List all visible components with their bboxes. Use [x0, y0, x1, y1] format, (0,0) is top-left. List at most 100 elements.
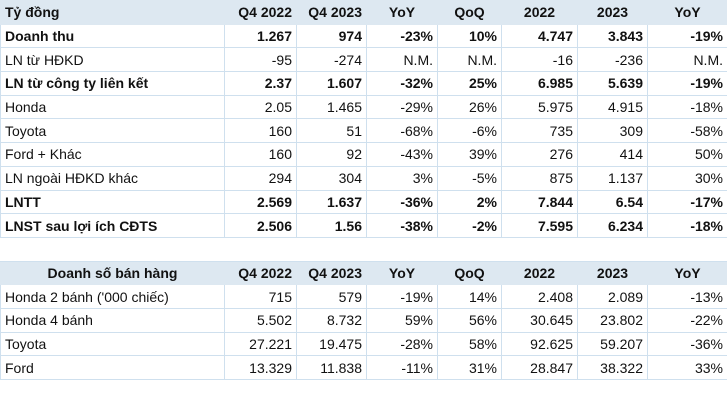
table-cell: 26% [437, 94, 502, 120]
table-cell: 2.408 [501, 284, 578, 309]
table-cell: 56% [437, 307, 502, 333]
table-cell: 38.322 [577, 355, 648, 380]
header-cell: Tỷ đồng [0, 0, 225, 25]
table-cell: 414 [577, 142, 648, 167]
table-cell: 160 [224, 142, 297, 167]
table-cell: 1.267 [224, 23, 297, 49]
table-cell: 735 [501, 118, 578, 144]
table-cell: -18% [647, 213, 727, 238]
table-cell: 30% [647, 165, 727, 191]
profit-header-row: Tỷ đồng Q4 2022 Q4 2023 YoY QoQ 2022 202… [0, 0, 727, 25]
row-label: Ford + Khác [0, 142, 225, 167]
table-cell: 58% [437, 331, 502, 357]
header-cell: QoQ [437, 260, 502, 286]
table-cell: -11% [366, 355, 438, 380]
table-cell: 3% [366, 165, 438, 191]
table-cell: 10% [437, 23, 502, 49]
table-cell: 1.137 [577, 165, 648, 191]
table-cell: -36% [647, 331, 727, 357]
table-cell: 5.639 [577, 71, 648, 96]
table-cell: -18% [647, 94, 727, 120]
table-cell: 5.975 [501, 94, 578, 120]
table-cell: N.M. [647, 47, 727, 73]
table-cell: -58% [647, 118, 727, 144]
header-cell: Q4 2023 [296, 260, 367, 286]
header-cell: Doanh số bán hàng [0, 260, 225, 286]
table-cell: 25% [437, 71, 502, 96]
table-cell: 7.595 [501, 213, 578, 238]
table-cell: 6.985 [501, 71, 578, 96]
row-label: LNST sau lợi ích CĐTS [0, 213, 225, 238]
table-row: Toyota 27.221 19.475 -28% 58% 92.625 59.207 -36… [0, 331, 727, 357]
table-cell: 33% [647, 355, 727, 380]
header-cell: YoY [647, 260, 727, 286]
header-cell: Q4 2022 [224, 260, 297, 286]
row-label: Toyota [0, 118, 225, 144]
table-cell: -19% [647, 23, 727, 49]
table-cell: -95 [224, 47, 297, 73]
header-cell: 2022 [501, 260, 578, 286]
table-cell: 294 [224, 165, 297, 191]
table-cell: 13.329 [224, 355, 297, 380]
table-cell: -22% [647, 307, 727, 333]
table-cell: 2.089 [577, 284, 648, 309]
table-row: Ford 13.329 11.838 -11% 31% 28.847 38.322 33% [0, 355, 727, 380]
table-row: LN từ công ty liên kết 2.37 1.607 -32% 25% 6.… [0, 71, 727, 96]
table-cell: 6.234 [577, 213, 648, 238]
table-row: LN ngoài HĐKD khác 294 304 3% -5% 875 1.137 30% [0, 165, 727, 191]
table-cell: -6% [437, 118, 502, 144]
table-cell: 1.56 [296, 213, 367, 238]
table-cell: 304 [296, 165, 367, 191]
table-cell: 1.637 [296, 189, 367, 215]
header-cell: YoY [366, 260, 438, 286]
table-cell: -32% [366, 71, 438, 96]
table-cell: 7.844 [501, 189, 578, 215]
table-cell: 715 [224, 284, 297, 309]
sales-body: Honda 2 bánh ('000 chiếc) 715 579 -19% 14% 2.… [0, 284, 727, 380]
table-cell: 1.465 [296, 94, 367, 120]
table-cell: -29% [366, 94, 438, 120]
table-cell: 2.506 [224, 213, 297, 238]
table-cell: 1.607 [296, 71, 367, 96]
row-label: LNTT [0, 189, 225, 215]
table-cell: 309 [577, 118, 648, 144]
profit-body: Doanh thu 1.267 974 -23% 10% 4.747 3.843 -19% LN… [0, 23, 727, 238]
table-cell: -16 [501, 47, 578, 73]
header-cell: Q4 2022 [224, 0, 297, 25]
table-cell: 2.37 [224, 71, 297, 96]
row-label: Honda 4 bánh [0, 307, 225, 333]
row-label: LN từ công ty liên kết [0, 71, 225, 96]
table-cell: 6.54 [577, 189, 648, 215]
table-cell: -19% [647, 71, 727, 96]
table-cell: 579 [296, 284, 367, 309]
table-cell: 50% [647, 142, 727, 167]
table-row: Ford + Khác 160 92 -43% 39% 276 414 50% [0, 142, 727, 167]
table-cell: 30.645 [501, 307, 578, 333]
table-cell: 5.502 [224, 307, 297, 333]
row-label: Doanh thu [0, 23, 225, 49]
table-cell: 160 [224, 118, 297, 144]
header-cell: 2022 [501, 0, 578, 25]
table-cell: -5% [437, 165, 502, 191]
table-row: Honda 2 bánh ('000 chiếc) 715 579 -19% 14% 2.… [0, 284, 727, 309]
row-label: Toyota [0, 331, 225, 357]
table-cell: 2.05 [224, 94, 297, 120]
table-cell: 51 [296, 118, 367, 144]
table-cell: -23% [366, 23, 438, 49]
table-cell: 11.838 [296, 355, 367, 380]
table-cell: 59.207 [577, 331, 648, 357]
table-cell: 276 [501, 142, 578, 167]
table-row: Honda 4 bánh 5.502 8.732 59% 56% 30.645 23.802… [0, 307, 727, 333]
table-cell: -13% [647, 284, 727, 309]
table-cell: 974 [296, 23, 367, 49]
table-row: LNST sau lợi ích CĐTS 2.506 1.56 -38% -2% 7.5… [0, 213, 727, 238]
header-cell: 2023 [577, 260, 648, 286]
table-cell: -28% [366, 331, 438, 357]
table-cell: 92.625 [501, 331, 578, 357]
table-cell: 23.802 [577, 307, 648, 333]
table-cell: -38% [366, 213, 438, 238]
table-cell: N.M. [437, 47, 502, 73]
table-spacer [0, 236, 727, 262]
table-cell: -2% [437, 213, 502, 238]
table-cell: 31% [437, 355, 502, 380]
